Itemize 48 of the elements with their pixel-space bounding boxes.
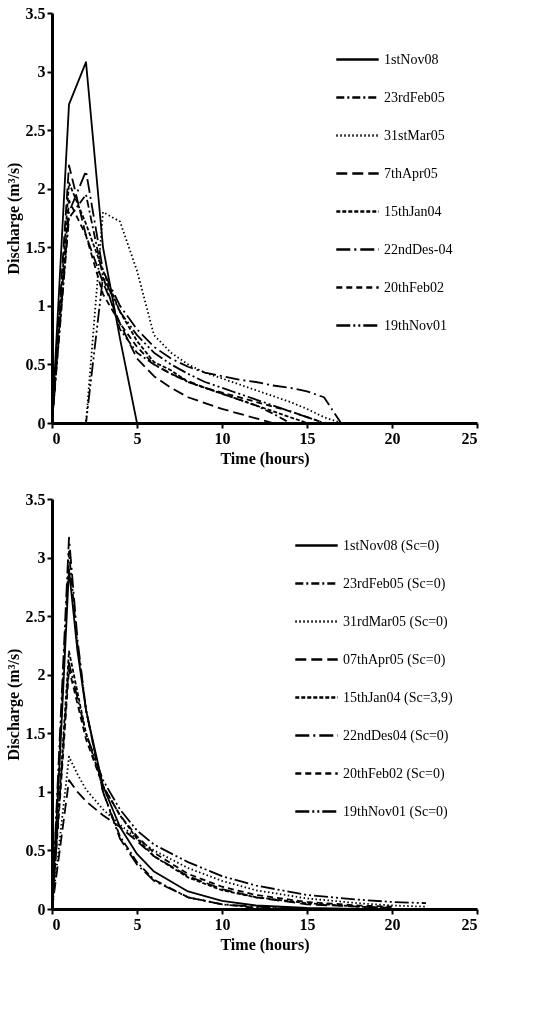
- x-tick-label: 0: [52, 915, 61, 933]
- x-tick-label: 25: [461, 429, 478, 447]
- legend-label: 15thJan04 (Sc=3,9): [343, 689, 454, 706]
- x-tick-label: 15: [299, 915, 316, 933]
- legend-label: 07thApr05 (Sc=0): [343, 651, 446, 668]
- legend-label: 19thNov01 (Sc=0): [343, 803, 449, 820]
- legend-label: 22ndDes04 (Sc=0): [343, 727, 449, 744]
- y-tick-label: 3: [37, 63, 46, 81]
- x-tick-label: 20: [384, 915, 401, 933]
- y-tick-label: 2: [37, 180, 46, 198]
- y-tick-label: 2.5: [25, 121, 46, 139]
- x-axis-title: Time (hours): [220, 449, 310, 468]
- legend-label: 31rdMar05 (Sc=0): [343, 613, 449, 630]
- x-tick-label: 5: [133, 915, 142, 933]
- legend-label: 1stNov08: [384, 51, 439, 67]
- y-tick-label: 1.5: [25, 724, 46, 742]
- legend-label: 1stNov08 (Sc=0): [343, 537, 440, 554]
- y-tick-label: 3.5: [25, 4, 46, 22]
- y-axis-title: Discharge (m³/s): [4, 162, 23, 275]
- legend-label: 19thNov01: [384, 317, 447, 333]
- legend-label: 23rdFeb05: [384, 89, 445, 105]
- y-tick-label: 0: [37, 414, 46, 432]
- legend-label: 22ndDes-04: [384, 241, 453, 257]
- legend-label: 15thJan04: [384, 203, 442, 219]
- y-tick-label: 3: [37, 549, 46, 567]
- y-tick-label: 2.5: [25, 607, 46, 625]
- legend-label: 23rdFeb05 (Sc=0): [343, 575, 446, 592]
- x-tick-label: 20: [384, 429, 401, 447]
- legend-label: 31stMar05: [384, 127, 445, 143]
- y-tick-label: 0.5: [25, 355, 46, 373]
- legend-label: 20thFeb02: [384, 279, 444, 295]
- y-tick-label: 1: [37, 783, 46, 801]
- x-axis-title: Time (hours): [220, 935, 310, 954]
- legend-label: 7thApr05: [384, 165, 438, 181]
- x-tick-label: 10: [214, 915, 231, 933]
- x-tick-label: 25: [461, 915, 478, 933]
- y-tick-label: 0: [37, 900, 46, 918]
- y-tick-label: 0.5: [25, 841, 46, 859]
- legend-label: 20thFeb02 (Sc=0): [343, 765, 445, 782]
- y-axis-title: Discharge (m³/s): [4, 648, 23, 761]
- x-tick-label: 0: [52, 429, 61, 447]
- y-tick-label: 1.5: [25, 238, 46, 256]
- y-tick-label: 3.5: [25, 490, 46, 508]
- y-tick-label: 1: [37, 297, 46, 315]
- x-tick-label: 5: [133, 429, 142, 447]
- y-tick-label: 2: [37, 666, 46, 684]
- x-tick-label: 10: [214, 429, 231, 447]
- x-tick-label: 15: [299, 429, 316, 447]
